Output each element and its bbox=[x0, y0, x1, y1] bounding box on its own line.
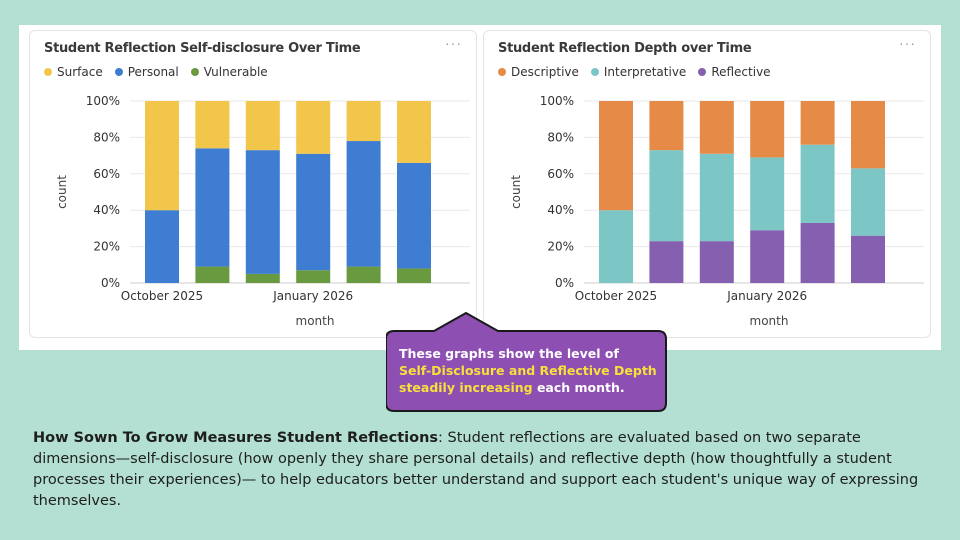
bar-segment-surface bbox=[346, 101, 381, 142]
y-tick-label: 100% bbox=[86, 94, 120, 108]
bar-segment-personal bbox=[346, 141, 381, 267]
y-tick-label: 60% bbox=[547, 167, 574, 181]
legend: Descriptive Interpretative Reflective bbox=[498, 65, 771, 79]
bar-segment-descriptive bbox=[649, 101, 684, 151]
bar-segment-surface bbox=[397, 101, 431, 163]
y-tick-label: 100% bbox=[540, 94, 574, 108]
bar-segment-personal bbox=[245, 150, 280, 274]
callout-text: These graphs show the level of Self-Disc… bbox=[399, 345, 659, 396]
x-tick-label: January 2026 bbox=[726, 289, 807, 303]
legend-swatch bbox=[44, 68, 52, 76]
legend-label: Personal bbox=[127, 65, 179, 79]
chart-title: Student Reflection Self-disclosure Over … bbox=[44, 41, 361, 56]
bar-segment-personal bbox=[145, 210, 179, 283]
x-tick-label: January 2026 bbox=[272, 289, 353, 303]
bar-segment-reflective bbox=[750, 230, 785, 283]
bar-segment-reflective bbox=[851, 235, 885, 283]
legend-item[interactable]: Vulnerable bbox=[190, 65, 268, 79]
self-disclosure-chart: 0% 20% 40% 60% 80% 100% October 2025 January 20… bbox=[55, 94, 470, 328]
description-body: : Student reflections are evaluated base… bbox=[33, 430, 919, 509]
more-options-icon[interactable]: ··· bbox=[899, 35, 916, 51]
bar-segment-surface bbox=[195, 101, 230, 149]
bar-segment-interpretative bbox=[750, 157, 785, 231]
x-tick-label: October 2025 bbox=[575, 289, 657, 303]
bar-segment-surface bbox=[145, 101, 179, 211]
bar-segment-personal bbox=[195, 148, 230, 267]
legend-item[interactable]: Descriptive bbox=[498, 65, 579, 79]
legend-item[interactable]: Interpretative bbox=[590, 65, 687, 79]
y-axis-label: count bbox=[55, 175, 69, 209]
legend-label: Reflective bbox=[711, 65, 771, 79]
legend-swatch bbox=[114, 68, 123, 76]
bar-segment-interpretative bbox=[649, 150, 684, 242]
bar-segment-personal bbox=[397, 162, 431, 269]
bar-segment-interpretative bbox=[599, 210, 633, 283]
legend-item[interactable]: Personal bbox=[114, 65, 179, 79]
legend: Surface Personal Vulnerable bbox=[44, 65, 268, 79]
callout-highlight-1: Self-Disclosure and Reflective Depth bbox=[399, 363, 657, 378]
reflection-depth-chart: 0% 20% 40% 60% 80% 100% October 2025 January 20… bbox=[509, 94, 924, 328]
bar-segment-descriptive bbox=[800, 101, 835, 145]
bar-segment-reflective bbox=[649, 241, 684, 283]
x-axis-label: month bbox=[296, 314, 335, 328]
legend-item[interactable]: Reflective bbox=[698, 65, 771, 79]
y-tick-label: 40% bbox=[93, 203, 120, 217]
bar-segment-vulnerable bbox=[245, 273, 280, 283]
y-axis-label: count bbox=[509, 175, 523, 209]
charts-panel: Student Reflection Self-disclosure Over … bbox=[19, 25, 941, 350]
more-options-icon[interactable]: ··· bbox=[445, 35, 462, 51]
reflection-depth-card: Student Reflection Depth over Time ··· D… bbox=[483, 30, 931, 338]
y-tick-label: 0% bbox=[101, 276, 120, 290]
callout-box: These graphs show the level of Self-Disc… bbox=[386, 312, 668, 412]
y-tick-label: 20% bbox=[93, 240, 120, 254]
x-tick-label: October 2025 bbox=[121, 289, 203, 303]
legend-label: Surface bbox=[57, 65, 103, 79]
y-tick-label: 80% bbox=[93, 130, 120, 144]
y-tick-label: 40% bbox=[547, 203, 574, 217]
bar-segment-descriptive bbox=[750, 101, 785, 158]
bar-segment-surface bbox=[296, 101, 331, 154]
bar-segment-vulnerable bbox=[195, 266, 230, 283]
bar-segment-reflective bbox=[800, 222, 835, 283]
legend-label: Vulnerable bbox=[203, 65, 268, 79]
bar-segment-interpretative bbox=[800, 144, 835, 223]
y-tick-label: 0% bbox=[555, 276, 574, 290]
y-tick-label: 60% bbox=[93, 167, 120, 181]
callout-line1: These graphs show the level of bbox=[399, 346, 619, 361]
chart-title: Student Reflection Depth over Time bbox=[498, 41, 752, 56]
bar-segment-descriptive bbox=[699, 101, 734, 154]
bar-segment-vulnerable bbox=[397, 268, 431, 283]
callout-highlight-2: steadily increasing bbox=[399, 380, 533, 395]
legend-swatch bbox=[698, 68, 707, 76]
callout-tail: each month. bbox=[532, 380, 625, 395]
bar-segment-reflective bbox=[699, 241, 734, 283]
bar-segment-personal bbox=[296, 153, 331, 271]
legend-item[interactable]: Surface bbox=[44, 65, 103, 79]
bar-segment-vulnerable bbox=[296, 270, 331, 283]
legend-swatch bbox=[498, 68, 506, 76]
bar-segment-interpretative bbox=[699, 153, 734, 242]
callout-shape bbox=[386, 312, 667, 412]
y-tick-label: 80% bbox=[547, 130, 574, 144]
legend-label: Interpretative bbox=[603, 65, 687, 79]
bar-segment-descriptive bbox=[599, 101, 633, 211]
description-heading: How Sown To Grow Measures Student Reflec… bbox=[33, 430, 439, 446]
bar-segment-descriptive bbox=[851, 101, 885, 169]
bar-segment-surface bbox=[245, 101, 280, 151]
y-tick-label: 20% bbox=[547, 240, 574, 254]
legend-swatch bbox=[590, 68, 599, 76]
description-paragraph: How Sown To Grow Measures Student Reflec… bbox=[33, 428, 933, 512]
legend-swatch bbox=[190, 68, 199, 76]
bar-segment-interpretative bbox=[851, 168, 885, 236]
self-disclosure-card: Student Reflection Self-disclosure Over … bbox=[29, 30, 477, 338]
x-axis-label: month bbox=[750, 314, 789, 328]
bar-segment-vulnerable bbox=[346, 266, 381, 283]
legend-label: Descriptive bbox=[511, 65, 579, 79]
